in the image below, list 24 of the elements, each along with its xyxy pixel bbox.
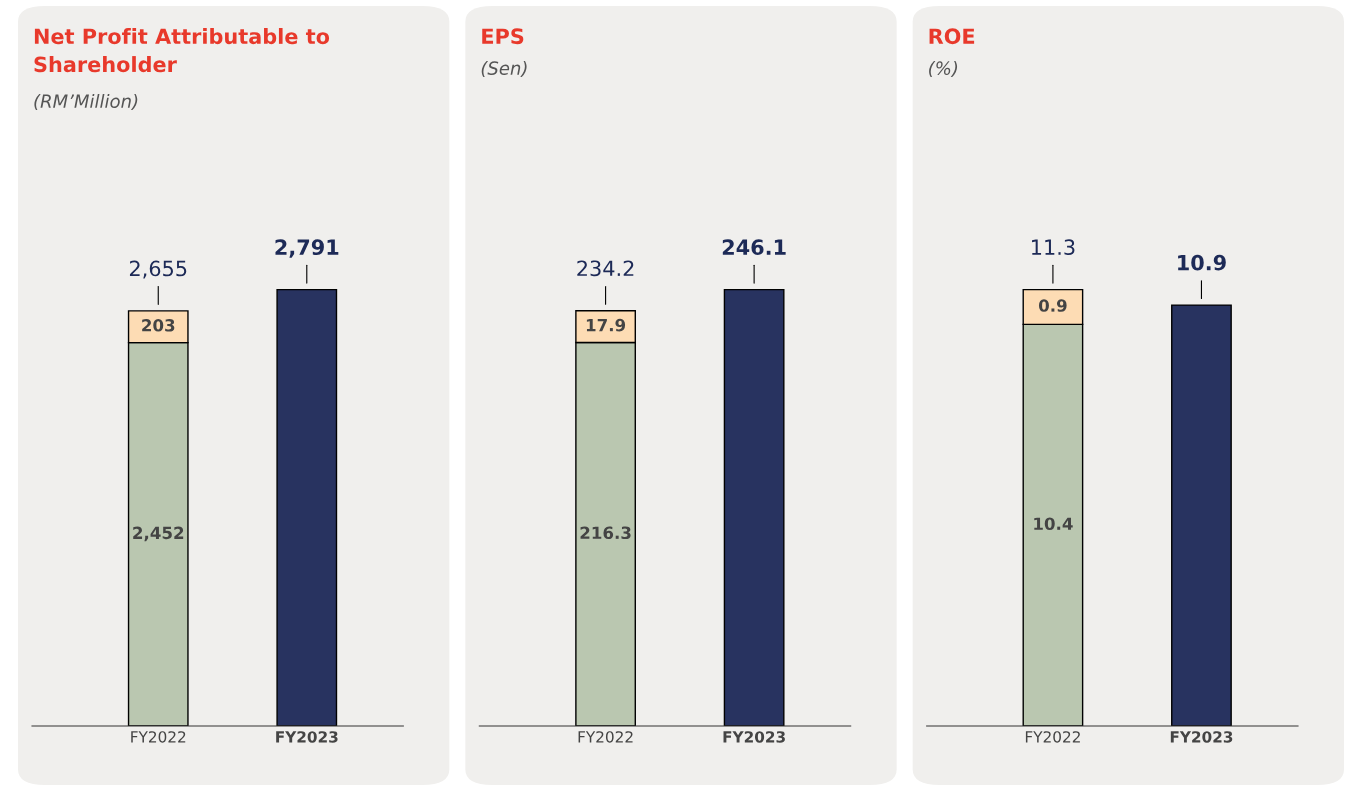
- x-tick-label: FY2023: [723, 731, 785, 743]
- data-label: 10.4: [1034, 517, 1073, 531]
- chart-subtitle: (Sen): [481, 61, 527, 78]
- chart-title: Net Profit Attributable to Shareholder: [34, 28, 330, 73]
- total-label: 234.2: [577, 260, 634, 277]
- total-label: 11.3: [1032, 239, 1075, 256]
- x-tick-label: FY2023: [1170, 731, 1233, 743]
- x-tick-label: FY2023: [276, 731, 338, 743]
- data-label: 203: [142, 319, 175, 332]
- x-tick-label: FY2022: [131, 731, 186, 743]
- chart-title: EPS: [482, 28, 524, 45]
- chart-subtitle: (RM’Million): [34, 94, 138, 111]
- x-tick-label: FY2022: [578, 731, 633, 743]
- chart-subtitle: (%): [929, 61, 958, 78]
- chart-title: ROE: [929, 28, 975, 45]
- data-label: 0.9: [1038, 299, 1067, 312]
- total-label: 2,791: [275, 239, 339, 258]
- total-label: 2,655: [129, 260, 187, 279]
- data-label: 2,452: [133, 526, 184, 542]
- total-label: 10.9: [1178, 254, 1226, 271]
- data-label: 216.3: [580, 526, 631, 540]
- total-label: 246.1: [722, 239, 786, 256]
- data-label: 17.9: [586, 318, 626, 332]
- x-tick-label: FY2022: [1025, 731, 1080, 743]
